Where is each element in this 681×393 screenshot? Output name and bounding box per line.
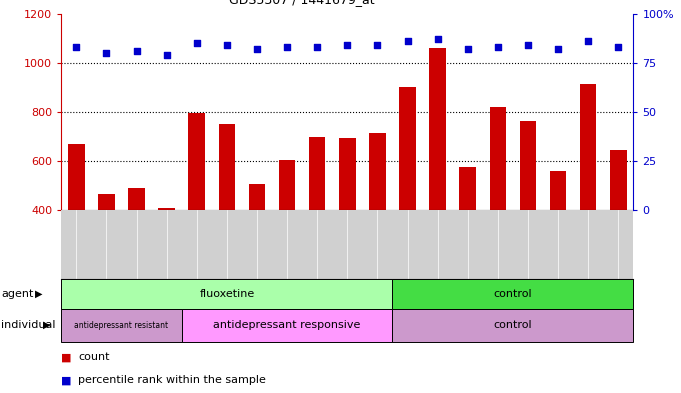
Point bbox=[312, 44, 323, 50]
Point bbox=[282, 44, 293, 50]
Bar bbox=[392, 309, 633, 342]
Point bbox=[342, 42, 353, 48]
Point bbox=[432, 36, 443, 42]
Text: agent: agent bbox=[1, 289, 34, 299]
Point bbox=[221, 42, 232, 48]
Bar bbox=[339, 138, 355, 210]
Text: fluoxetine: fluoxetine bbox=[200, 289, 255, 299]
Bar bbox=[490, 107, 506, 210]
Bar bbox=[460, 167, 476, 210]
Bar bbox=[309, 137, 326, 210]
Bar bbox=[98, 194, 114, 210]
Point bbox=[522, 42, 533, 48]
Text: ▶: ▶ bbox=[35, 289, 43, 299]
Bar bbox=[68, 144, 84, 210]
Text: count: count bbox=[78, 352, 110, 362]
Bar bbox=[550, 171, 567, 210]
Point bbox=[101, 50, 112, 56]
Text: antidepressant responsive: antidepressant responsive bbox=[213, 320, 361, 330]
Point bbox=[372, 42, 383, 48]
Bar bbox=[279, 160, 296, 210]
Bar bbox=[580, 84, 597, 210]
Bar bbox=[610, 150, 627, 210]
Point bbox=[613, 44, 624, 50]
Bar bbox=[128, 188, 145, 210]
Point bbox=[462, 46, 473, 52]
Text: GDS5307 / 1441679_at: GDS5307 / 1441679_at bbox=[229, 0, 375, 6]
Point bbox=[552, 46, 563, 52]
Text: percentile rank within the sample: percentile rank within the sample bbox=[78, 375, 266, 385]
Bar bbox=[520, 121, 536, 210]
Bar bbox=[249, 184, 266, 210]
Text: ■: ■ bbox=[61, 352, 76, 362]
Point bbox=[161, 52, 172, 58]
Bar bbox=[189, 113, 205, 210]
Text: control: control bbox=[494, 289, 533, 299]
Point bbox=[191, 40, 202, 46]
Bar bbox=[182, 309, 392, 342]
Bar bbox=[369, 133, 385, 210]
Bar bbox=[61, 309, 182, 342]
Bar bbox=[61, 279, 392, 309]
Text: antidepressant resistant: antidepressant resistant bbox=[74, 321, 169, 330]
Text: ▶: ▶ bbox=[43, 320, 50, 330]
Bar bbox=[392, 279, 633, 309]
Bar bbox=[429, 48, 446, 210]
Bar bbox=[399, 87, 416, 210]
Text: ■: ■ bbox=[61, 375, 76, 385]
Point bbox=[492, 44, 503, 50]
Point bbox=[131, 48, 142, 54]
Text: individual: individual bbox=[1, 320, 56, 330]
Point bbox=[402, 38, 413, 44]
Point bbox=[251, 46, 262, 52]
Bar bbox=[219, 124, 235, 210]
Bar bbox=[159, 208, 175, 210]
Point bbox=[583, 38, 594, 44]
Text: control: control bbox=[494, 320, 533, 330]
Point bbox=[71, 44, 82, 50]
